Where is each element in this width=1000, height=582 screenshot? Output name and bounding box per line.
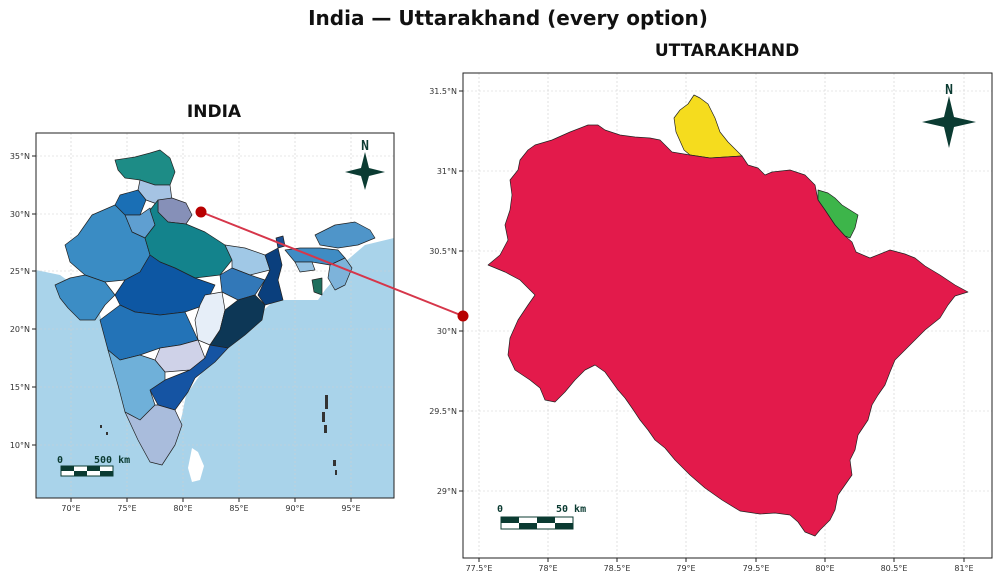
india-x-tick: 90°E bbox=[285, 504, 304, 513]
india-y-tick: 20°N bbox=[10, 325, 30, 334]
india-panel-title: INDIA bbox=[187, 102, 242, 122]
india-y-tick: 25°N bbox=[10, 267, 30, 276]
uttarakhand-y-tick: 29.5°N bbox=[429, 407, 457, 416]
uttarakhand-north-arrow: N bbox=[922, 83, 976, 148]
uttarakhand-scalebar-zero: 0 bbox=[497, 504, 503, 515]
uttarakhand-panel-title: UTTARAKHAND bbox=[655, 41, 799, 61]
uttarakhand-scalebar-label: 50 km bbox=[556, 504, 586, 515]
india-x-tick: 85°E bbox=[229, 504, 248, 513]
uttarakhand-y-ticks: 31.5°N 31°N 30.5°N 30°N 29.5°N 29°N bbox=[429, 87, 463, 496]
state-tripura-mizoram bbox=[311, 277, 323, 296]
uttarakhand-x-tick: 80.5°E bbox=[881, 564, 908, 573]
india-frame bbox=[35, 132, 395, 499]
uttarakhand-y-tick: 31.5°N bbox=[429, 87, 457, 96]
connector-line bbox=[200, 211, 464, 317]
india-north-label: N bbox=[361, 139, 369, 154]
state-jammu-kashmir bbox=[114, 149, 176, 186]
uttarakhand-map-panel: UTTARAKHAND bbox=[429, 41, 993, 573]
india-north-arrow: N bbox=[345, 139, 385, 190]
figure-title: India — Uttarakhand (every option) bbox=[308, 6, 708, 30]
uttarakhand-x-tick: 78°E bbox=[538, 564, 557, 573]
uttarakhand-x-tick: 77.5°E bbox=[466, 564, 493, 573]
india-y-tick: 30°N bbox=[10, 210, 30, 219]
connector-start-dot bbox=[195, 206, 207, 218]
state-west-bengal bbox=[257, 247, 284, 306]
uttarakhand-y-tick: 31°N bbox=[437, 167, 457, 176]
india-y-tick: 15°N bbox=[10, 383, 30, 392]
india-y-tick: 10°N bbox=[10, 441, 30, 450]
uttarakhand-y-tick: 30°N bbox=[437, 327, 457, 336]
uttarakhand-x-tick: 78.5°E bbox=[604, 564, 631, 573]
state-kerala-tamil-nadu bbox=[124, 404, 183, 466]
india-y-tick: 35°N bbox=[10, 152, 30, 161]
uttarakhand-y-tick: 30.5°N bbox=[429, 247, 457, 256]
uttarakhand-scalebar: 0 50 km bbox=[497, 504, 586, 530]
state-arunachal bbox=[314, 221, 376, 249]
state-nagaland-manipur bbox=[327, 257, 353, 291]
state-odisha bbox=[209, 294, 266, 349]
uttarakhand-x-tick: 79°E bbox=[676, 564, 695, 573]
state-uttar-pradesh bbox=[144, 199, 233, 279]
state-meghalaya bbox=[294, 261, 316, 273]
uttarakhand-north-label: N bbox=[945, 83, 953, 98]
uttarakhand-x-tick: 81°E bbox=[954, 564, 973, 573]
state-gujarat bbox=[54, 274, 116, 321]
india-scalebar-label: 500 km bbox=[94, 455, 130, 466]
india-x-tick: 80°E bbox=[173, 504, 192, 513]
india-x-tick: 70°E bbox=[61, 504, 80, 513]
india-scalebar-zero: 0 bbox=[57, 455, 63, 466]
india-y-ticks: 35°N 30°N 25°N 20°N 15°N 10°N bbox=[10, 152, 36, 450]
connector-end-dot bbox=[457, 310, 469, 322]
uttarakhand-state bbox=[487, 124, 969, 537]
state-karnataka bbox=[107, 349, 166, 421]
india-x-tick: 75°E bbox=[117, 504, 136, 513]
india-scalebar: 0 500 km bbox=[57, 455, 130, 477]
india-x-tick: 95°E bbox=[341, 504, 360, 513]
state-andhra-pradesh bbox=[149, 344, 229, 411]
ocean bbox=[36, 238, 394, 498]
state-jharkhand bbox=[219, 267, 266, 301]
inset-connector bbox=[195, 206, 469, 322]
india-map-panel: INDIA bbox=[10, 102, 395, 513]
andaman-nicobar-islands bbox=[100, 395, 337, 475]
uttarakhand-x-tick: 79.5°E bbox=[743, 564, 770, 573]
india-x-ticks: 70°E 75°E 80°E 85°E 90°E 95°E bbox=[61, 498, 361, 513]
uttarakhand-x-tick: 80°E bbox=[815, 564, 834, 573]
sri-lanka bbox=[188, 448, 204, 482]
uttarakhand-y-tick: 29°N bbox=[437, 487, 457, 496]
state-bihar bbox=[224, 244, 271, 276]
india-states bbox=[54, 149, 376, 466]
uttarakhand-x-ticks: 77.5°E 78°E 78.5°E 79°E 79.5°E 80°E 80.5… bbox=[466, 558, 974, 573]
